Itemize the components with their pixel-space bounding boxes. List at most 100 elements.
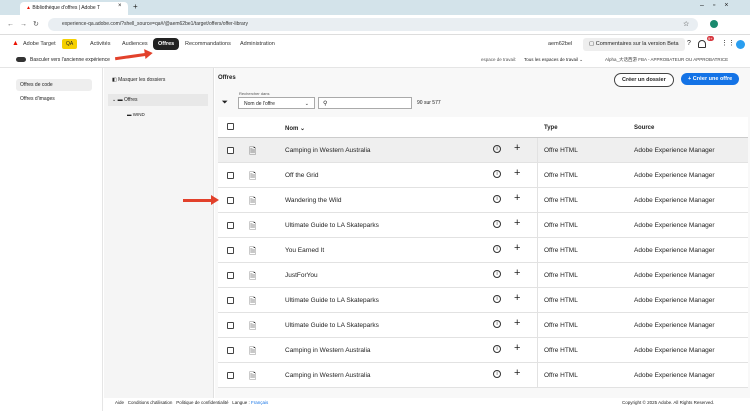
- workspace-select[interactable]: Tous les espaces de travail ⌄: [524, 57, 584, 62]
- legacy-toggle[interactable]: [16, 57, 26, 62]
- table-row[interactable]: 🗎 Wandering the Wild i + Offre HTML Adob…: [218, 188, 748, 213]
- select-all-checkbox[interactable]: [227, 123, 234, 130]
- filter-icon[interactable]: ⏷: [222, 99, 228, 106]
- add-icon[interactable]: +: [514, 317, 521, 329]
- subheader: [0, 55, 750, 68]
- help-icon[interactable]: ?: [687, 40, 691, 47]
- nav-recommandations[interactable]: Recommandations: [185, 41, 231, 47]
- offer-name[interactable]: Wandering the Wild: [285, 197, 342, 204]
- column-type-header[interactable]: Type: [544, 125, 558, 131]
- table-row[interactable]: 🗎 Camping in Western Australia i + Offre…: [218, 138, 748, 163]
- info-icon[interactable]: i: [493, 145, 501, 153]
- offer-type: Offre HTML: [544, 172, 578, 179]
- offer-name[interactable]: Ultimate Guide to LA Skateparks: [285, 222, 379, 229]
- table-row[interactable]: 🗎 Ultimate Guide to LA Skateparks i + Of…: [218, 288, 748, 313]
- offer-name[interactable]: Ultimate Guide to LA Skateparks: [285, 297, 379, 304]
- column-name-header[interactable]: Nom ⌄: [285, 126, 306, 132]
- search-input[interactable]: ⚲: [318, 97, 412, 109]
- offer-source: Adobe Experience Manager: [634, 347, 715, 354]
- row-checkbox[interactable]: [227, 247, 234, 254]
- info-icon[interactable]: i: [493, 195, 501, 203]
- row-checkbox[interactable]: [227, 297, 234, 304]
- search-in-select[interactable]: Nom de l'offre ⌄: [238, 97, 315, 109]
- leftnav-image-offers[interactable]: Offres d'images: [20, 96, 55, 102]
- footer-links: Aide Conditions d'utilisation Politique …: [115, 400, 268, 405]
- nav-activites[interactable]: Activités: [90, 41, 111, 47]
- hide-folders-button[interactable]: ◧ Masquer les dossiers: [112, 77, 165, 83]
- create-offer-button[interactable]: + Créer une offre: [681, 73, 740, 85]
- new-tab-icon[interactable]: +: [133, 2, 138, 11]
- add-icon[interactable]: +: [514, 167, 521, 179]
- leftnav-code-offers[interactable]: Offres de code: [16, 79, 92, 91]
- offer-name[interactable]: Camping in Western Australia: [285, 372, 371, 379]
- star-icon[interactable]: ☆: [683, 21, 690, 28]
- info-icon[interactable]: i: [493, 270, 501, 278]
- row-checkbox[interactable]: [227, 197, 234, 204]
- add-icon[interactable]: +: [514, 367, 521, 379]
- info-icon[interactable]: i: [493, 245, 501, 253]
- table-row[interactable]: 🗎 Camping in Western Australia i + Offre…: [218, 363, 748, 388]
- add-icon[interactable]: +: [514, 267, 521, 279]
- add-icon[interactable]: +: [514, 342, 521, 354]
- footer-terms[interactable]: Conditions d'utilisation: [127, 400, 173, 405]
- table-row[interactable]: 🗎 Off the Grid i + Offre HTML Adobe Expe…: [218, 163, 748, 188]
- profile-avatar[interactable]: [710, 20, 718, 28]
- offer-name[interactable]: Camping in Western Australia: [285, 147, 371, 154]
- row-checkbox[interactable]: [227, 272, 234, 279]
- folder-offres[interactable]: ⌄ ▬ Offres: [108, 94, 208, 106]
- page-title: Offres: [218, 75, 236, 81]
- table-row[interactable]: 🗎 Camping in Western Australia i + Offre…: [218, 338, 748, 363]
- nav-audiences[interactable]: Audiences: [122, 41, 148, 47]
- close-tab-icon[interactable]: ×: [118, 3, 122, 9]
- row-checkbox[interactable]: [227, 347, 234, 354]
- info-icon[interactable]: i: [493, 370, 501, 378]
- nav-administration[interactable]: Administration: [240, 41, 275, 47]
- offer-name[interactable]: Ultimate Guide to LA Skateparks: [285, 322, 379, 329]
- html-offer-icon: 🗎: [249, 171, 257, 181]
- nav-offres[interactable]: Offres: [153, 38, 180, 50]
- url-field[interactable]: experience-qa.adobe.com/?shell_source=qa…: [48, 18, 698, 31]
- footer-help[interactable]: Aide: [115, 400, 125, 405]
- folder-root-label: Offres: [123, 97, 138, 103]
- create-folder-label: Créer un dossier: [622, 77, 666, 83]
- org-name[interactable]: aem62bel: [548, 41, 573, 47]
- apps-grid-icon[interactable]: ⋮⋮: [721, 40, 735, 47]
- add-icon[interactable]: +: [514, 292, 521, 304]
- beta-feedback-button[interactable]: ▢ Commentaires sur la version Beta: [583, 38, 685, 51]
- add-icon[interactable]: +: [514, 242, 521, 254]
- offer-name[interactable]: Off the Grid: [285, 172, 319, 179]
- row-checkbox[interactable]: [227, 372, 234, 379]
- info-icon[interactable]: i: [493, 170, 501, 178]
- row-checkbox[interactable]: [227, 222, 234, 229]
- user-avatar[interactable]: [736, 40, 745, 49]
- add-icon[interactable]: +: [514, 192, 521, 204]
- column-source-header[interactable]: Source: [634, 125, 655, 131]
- offer-name[interactable]: JustForYou: [285, 272, 318, 279]
- offer-name[interactable]: You Earned It: [285, 247, 325, 254]
- row-checkbox[interactable]: [227, 147, 234, 154]
- nav-buttons[interactable]: ←→↻: [7, 21, 45, 28]
- footer-privacy[interactable]: Politique de confidentialité: [176, 400, 229, 405]
- browser-tab[interactable]: ▲ Bibliothèque d'offres | Adobe T: [20, 2, 128, 15]
- window-controls[interactable]: –▫×: [700, 2, 738, 9]
- table-row[interactable]: 🗎 Ultimate Guide to LA Skateparks i + Of…: [218, 313, 748, 338]
- html-offer-icon: 🗎: [249, 246, 257, 256]
- create-folder-button[interactable]: Créer un dossier: [614, 73, 674, 87]
- row-checkbox[interactable]: [227, 172, 234, 179]
- language-link[interactable]: Français: [251, 400, 269, 405]
- table-row[interactable]: 🗎 Ultimate Guide to LA Skateparks i + Of…: [218, 213, 748, 238]
- info-icon[interactable]: i: [493, 295, 501, 303]
- add-icon[interactable]: +: [514, 142, 521, 154]
- product-name[interactable]: Adobe Target: [23, 41, 56, 47]
- table-row[interactable]: 🗎 JustForYou i + Offre HTML Adobe Experi…: [218, 263, 748, 288]
- folder-wind[interactable]: ▬ WIND: [127, 112, 145, 117]
- add-icon[interactable]: +: [514, 217, 521, 229]
- table-row[interactable]: 🗎 You Earned It i + Offre HTML Adobe Exp…: [218, 238, 748, 263]
- info-icon[interactable]: i: [493, 345, 501, 353]
- info-icon[interactable]: i: [493, 320, 501, 328]
- annotation-arrow: [183, 195, 219, 205]
- row-checkbox[interactable]: [227, 322, 234, 329]
- offer-name[interactable]: Camping in Western Australia: [285, 347, 371, 354]
- info-icon[interactable]: i: [493, 220, 501, 228]
- bell-icon[interactable]: [698, 40, 706, 48]
